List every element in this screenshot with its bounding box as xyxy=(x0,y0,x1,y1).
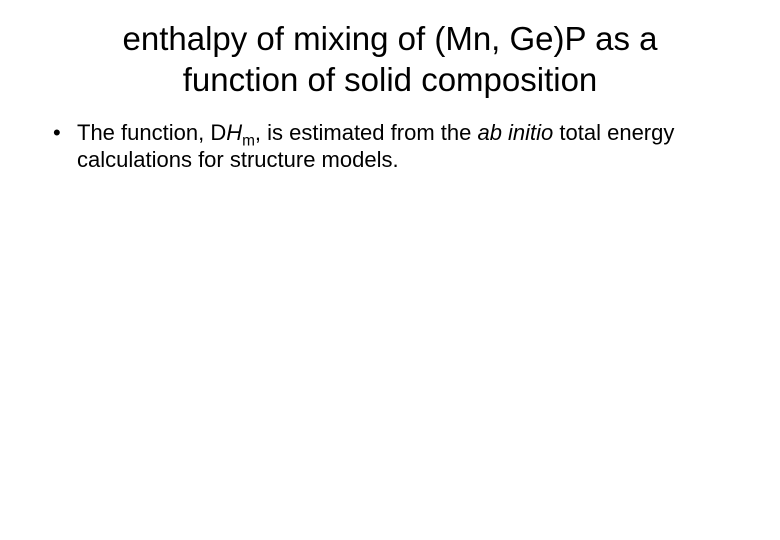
bullet-list: The function, DHm, is estimated from the… xyxy=(53,119,740,174)
ab-initio: ab initio xyxy=(477,120,553,145)
title-line-2: function of solid composition xyxy=(183,61,598,98)
slide: enthalpy of mixing of (Mn, Ge)P as a fun… xyxy=(0,0,780,540)
variable-H: H xyxy=(226,120,242,145)
delta-symbol: D xyxy=(210,120,226,145)
bullet-text-part1: The function, xyxy=(77,120,210,145)
bullet-text-part2: , is estimated from the xyxy=(255,120,478,145)
slide-title: enthalpy of mixing of (Mn, Ge)P as a fun… xyxy=(50,18,730,101)
bullet-item: The function, DHm, is estimated from the… xyxy=(53,119,740,174)
title-line-1: enthalpy of mixing of (Mn, Ge)P as a xyxy=(123,20,658,57)
